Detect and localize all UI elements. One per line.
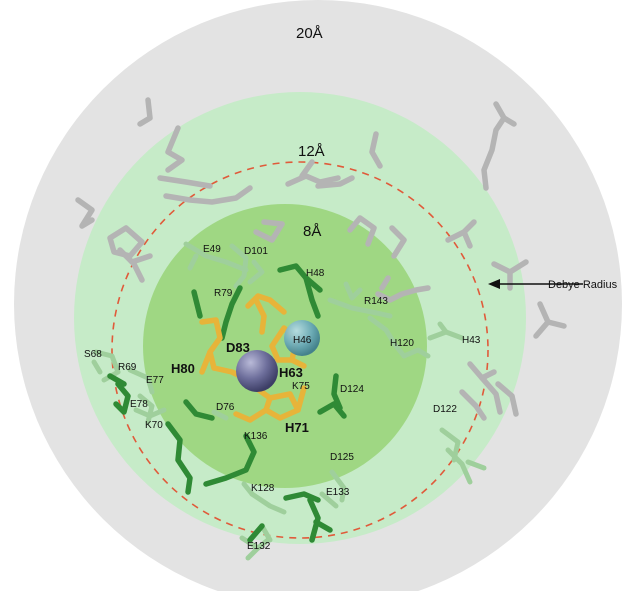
label-h63: H63 — [279, 365, 303, 380]
label-e49: E49 — [203, 244, 221, 255]
label-d76: D76 — [216, 402, 235, 413]
debye-radius-circle — [111, 161, 489, 539]
debye-radius-label: Debye Radius — [548, 279, 618, 291]
label-e77: E77 — [146, 375, 164, 386]
label-d83: D83 — [226, 340, 250, 355]
label-h43: H43 — [462, 335, 481, 346]
label-h46: H46 — [293, 335, 312, 346]
label-h120: H120 — [390, 338, 414, 349]
label-k128: K128 — [251, 483, 275, 494]
label-e132: E132 — [247, 541, 271, 552]
shell-label-20A: 20Å — [296, 25, 323, 42]
label-d101: D101 — [244, 246, 268, 257]
dark-green-residue-sticks — [107, 263, 347, 543]
label-d124: D124 — [340, 384, 364, 395]
label-d122: D122 — [433, 404, 457, 415]
label-h48: H48 — [306, 268, 325, 279]
label-r69: R69 — [118, 362, 137, 373]
light-green-residue-sticks — [91, 241, 487, 561]
label-d125: D125 — [330, 452, 354, 463]
shell-label-8A: 8Å — [303, 223, 321, 240]
metal-ion — [236, 350, 278, 392]
label-k70: K70 — [145, 420, 163, 431]
label-e78: E78 — [130, 399, 148, 410]
label-r143: R143 — [364, 296, 388, 307]
shell-label-12A: 12Å — [298, 143, 325, 160]
label-r79: R79 — [214, 288, 233, 299]
gray-residue-sticks — [75, 97, 567, 421]
label-k136: K136 — [244, 431, 268, 442]
label-k75: K75 — [292, 381, 310, 392]
label-h71: H71 — [285, 420, 309, 435]
water-molecule — [284, 320, 320, 356]
label-h80: H80 — [171, 361, 195, 376]
debye-arrow — [488, 279, 583, 289]
label-e133: E133 — [326, 487, 350, 498]
label-s68: S68 — [84, 349, 102, 360]
